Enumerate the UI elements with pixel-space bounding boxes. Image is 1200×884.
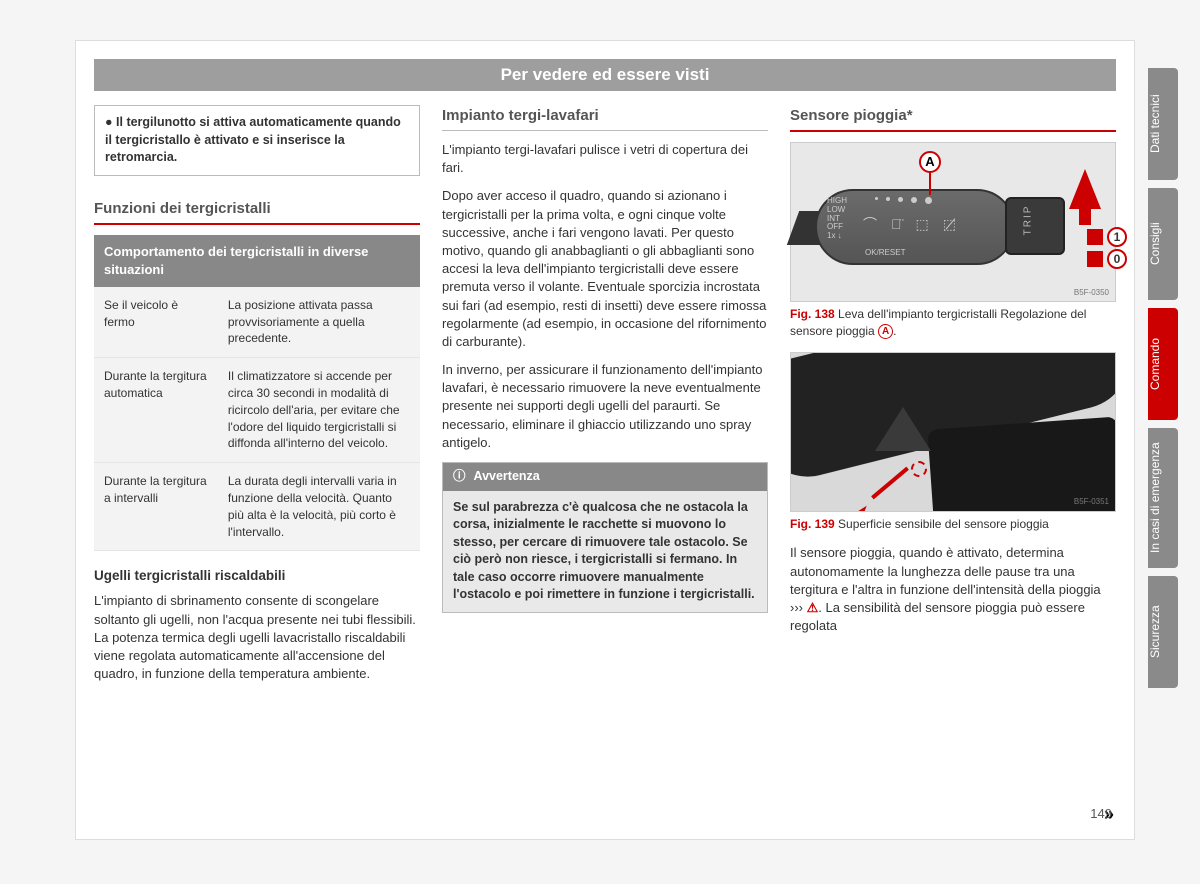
callout-line (929, 171, 931, 195)
tab-emergenza[interactable]: In casi di emergenza (1148, 428, 1178, 568)
body-text: In inverno, per assicurare il funzioname… (442, 361, 768, 452)
body-text: Dopo aver acceso il quadro, quando si az… (442, 187, 768, 351)
position-marker-0 (1087, 251, 1103, 267)
callout-a-badge: A (919, 151, 941, 173)
rear-wiper-icon: ⬚ (916, 215, 929, 235)
info-icon: ⓘ (453, 468, 466, 486)
image-code: B5F-0350 (1074, 287, 1109, 298)
sensor-area-marker (911, 461, 927, 477)
section-heading-funzioni: Funzioni dei tergicristalli (94, 198, 420, 225)
body-text-part: . La sensibilità del sensore pioggia può… (790, 600, 1085, 633)
table-row: Se il veicolo è fermo La posizione attiv… (94, 287, 420, 358)
body-text: L'impianto di sbrinamento consente di sc… (94, 592, 420, 683)
sensor-arrow-line (871, 466, 909, 499)
marker-label-0: 0 (1107, 249, 1127, 269)
tab-dati-tecnici[interactable]: Dati tecnici (1148, 68, 1178, 180)
table-cell: Se il veicolo è fermo (94, 287, 218, 357)
manual-page: Per vedere ed essere visti ● Il tergilun… (75, 40, 1135, 840)
table-row: Durante la tergitura a intervalli La dur… (94, 463, 420, 551)
page-title-bar: Per vedere ed essere visti (94, 59, 1116, 91)
marker-label-1: 1 (1107, 227, 1127, 247)
warning-body: Se sul parabrezza c'è qualcosa che ne os… (443, 491, 767, 612)
inline-badge-a: A (878, 324, 893, 339)
page-number: 149 (1090, 806, 1112, 821)
table-cell: La durata degli intervalli varia in funz… (218, 463, 420, 550)
sensor-arrow-icon (845, 500, 873, 511)
image-code: B5F-0351 (1074, 496, 1109, 507)
figure-138: HIGH LOW INT OFF 1x ↓ OK/RESET ⌒ ⌒̈ ⬚ ⬚̸… (790, 142, 1116, 302)
table-cell: Il climatizzatore si accende per circa 3… (218, 358, 420, 462)
warning-box: ⓘ Avvertenza Se sul parabrezza c'è qualc… (442, 462, 768, 613)
wiper-icon: ⌒ (863, 215, 877, 235)
lever-ok-label: OK/RESET (865, 247, 905, 258)
table-cell: La posizione attivata passa provvisoriam… (218, 287, 420, 357)
arrow-stem (1079, 203, 1091, 225)
lever-mode-labels: HIGH LOW INT OFF 1x ↓ (827, 197, 847, 241)
column-2: Impianto tergi-lavafari L'impianto tergi… (442, 105, 768, 693)
lever-sensitivity-dots (875, 197, 932, 204)
tab-consigli[interactable]: Consigli (1148, 188, 1178, 300)
lever-wiper-icons: ⌒ ⌒̈ ⬚ ⬚̸ (863, 215, 956, 235)
caption-text: Leva dell'impianto tergicristalli Regola… (790, 307, 1086, 338)
caption-text: Superficie sensibile del sensore pioggia (838, 517, 1049, 531)
tab-comando[interactable]: Comando (1148, 308, 1178, 420)
table-header: Comportamento dei tergicristalli in dive… (94, 235, 420, 287)
table-row: Durante la tergitura automatica Il clima… (94, 358, 420, 463)
tab-sicurezza[interactable]: Sicurezza (1148, 576, 1178, 688)
wiper-spray-icon: ⌒̈ (891, 215, 902, 235)
section-heading-sensore: Sensore pioggia* (790, 105, 1116, 132)
lever-tip-label: TRIP (1021, 205, 1035, 236)
caption-suffix: . (893, 324, 896, 338)
column-3: Sensore pioggia* HIGH LOW INT OFF 1x ↓ O… (790, 105, 1116, 693)
warning-title: ⓘ Avvertenza (443, 463, 767, 491)
figure-number: Fig. 138 (790, 307, 835, 321)
warning-title-text: Avvertenza (474, 468, 540, 486)
side-tabs: Dati tecnici Consigli Comando In casi di… (1148, 68, 1178, 688)
position-marker-1 (1087, 229, 1103, 245)
wiper-behaviour-table: Comportamento dei tergicristalli in dive… (94, 235, 420, 552)
mirror-mount-shape (875, 407, 931, 451)
table-cell: Durante la tergitura a intervalli (94, 463, 218, 550)
intro-note: ● Il tergilunotto si attiva automaticame… (94, 105, 420, 176)
section-heading-lavafari: Impianto tergi-lavafari (442, 105, 768, 131)
table-cell: Durante la tergitura automatica (94, 358, 218, 462)
body-text: Il sensore pioggia, quando è attivato, d… (790, 544, 1116, 635)
column-1: ● Il tergilunotto si attiva automaticame… (94, 105, 420, 693)
warning-triangle-icon: ⚠ (807, 599, 819, 617)
subheading-ugelli: Ugelli tergicristalli riscaldabili (94, 567, 420, 586)
figure-number: Fig. 139 (790, 517, 835, 531)
rear-off-icon: ⬚̸ (943, 215, 956, 235)
body-text: L'impianto tergi-lavafari pulisce i vetr… (442, 141, 768, 177)
content-columns: ● Il tergilunotto si attiva automaticame… (76, 105, 1134, 693)
figure-139: B5F-0351 (790, 352, 1116, 512)
figure-139-caption: Fig. 139 Superficie sensibile del sensor… (790, 516, 1116, 533)
figure-138-caption: Fig. 138 Leva dell'impianto tergicristal… (790, 306, 1116, 340)
